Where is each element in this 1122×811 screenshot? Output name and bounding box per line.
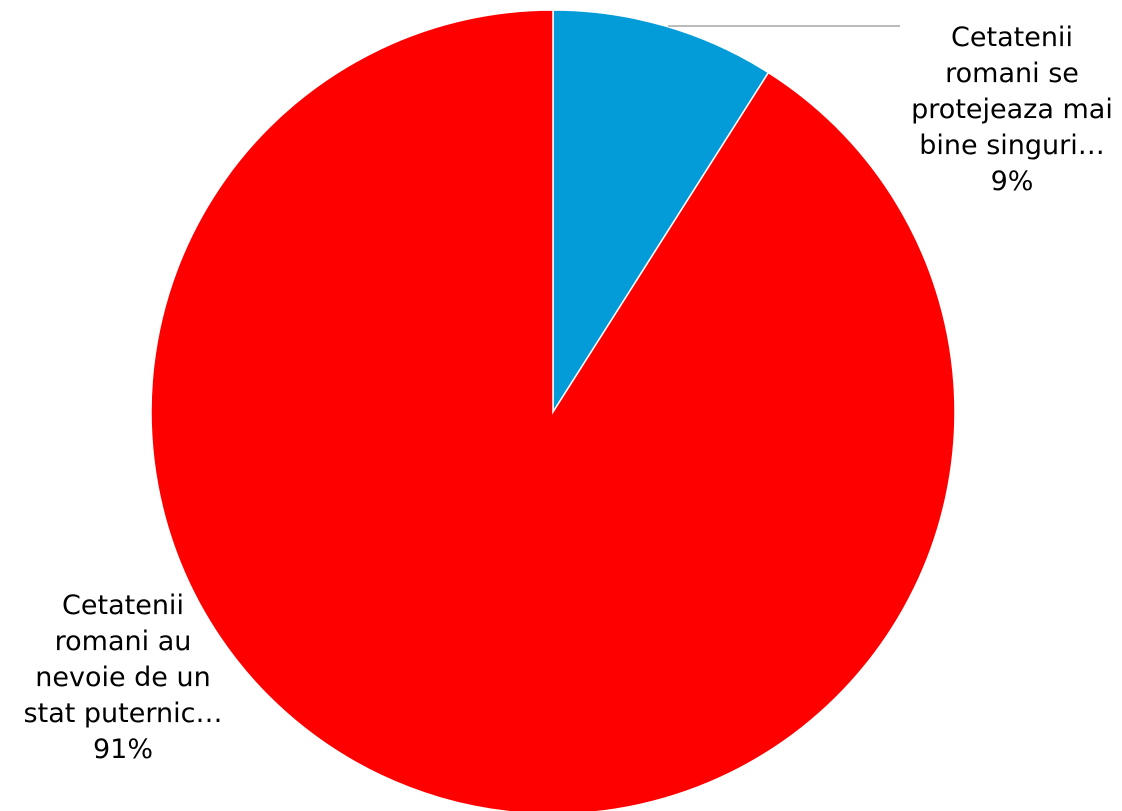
slice-label-1: Cetatenii romani au nevoie de un stat puter…	[24, 590, 223, 765]
slice-label-line-1-2: nevoie de un	[35, 662, 210, 693]
slice-percent-label-0: 9%	[991, 166, 1034, 197]
slice-label-0: Cetatenii romani se protejeaza mai bine sin…	[911, 22, 1113, 197]
slice-label-line-1-1: romani au	[55, 626, 192, 657]
pie-slice-0	[552, 9, 770, 415]
slice-label-line-0-1: romani se	[945, 58, 1079, 89]
pie-slice-1	[150, 9, 956, 811]
slice-label-line-1-0: Cetatenii	[62, 590, 184, 621]
pie-slices	[150, 9, 956, 811]
slice-percent-label-1: 91%	[93, 734, 153, 765]
slice-label-line-0-3: bine singuri…	[919, 130, 1104, 161]
slice-labels: Cetatenii romani se protejeaza mai bine sin…	[24, 22, 1113, 765]
slice-label-line-0-0: Cetatenii	[951, 22, 1073, 53]
slice-label-line-0-2: protejeaza mai	[911, 94, 1113, 125]
slice-label-line-1-3: stat puternic…	[24, 698, 223, 729]
